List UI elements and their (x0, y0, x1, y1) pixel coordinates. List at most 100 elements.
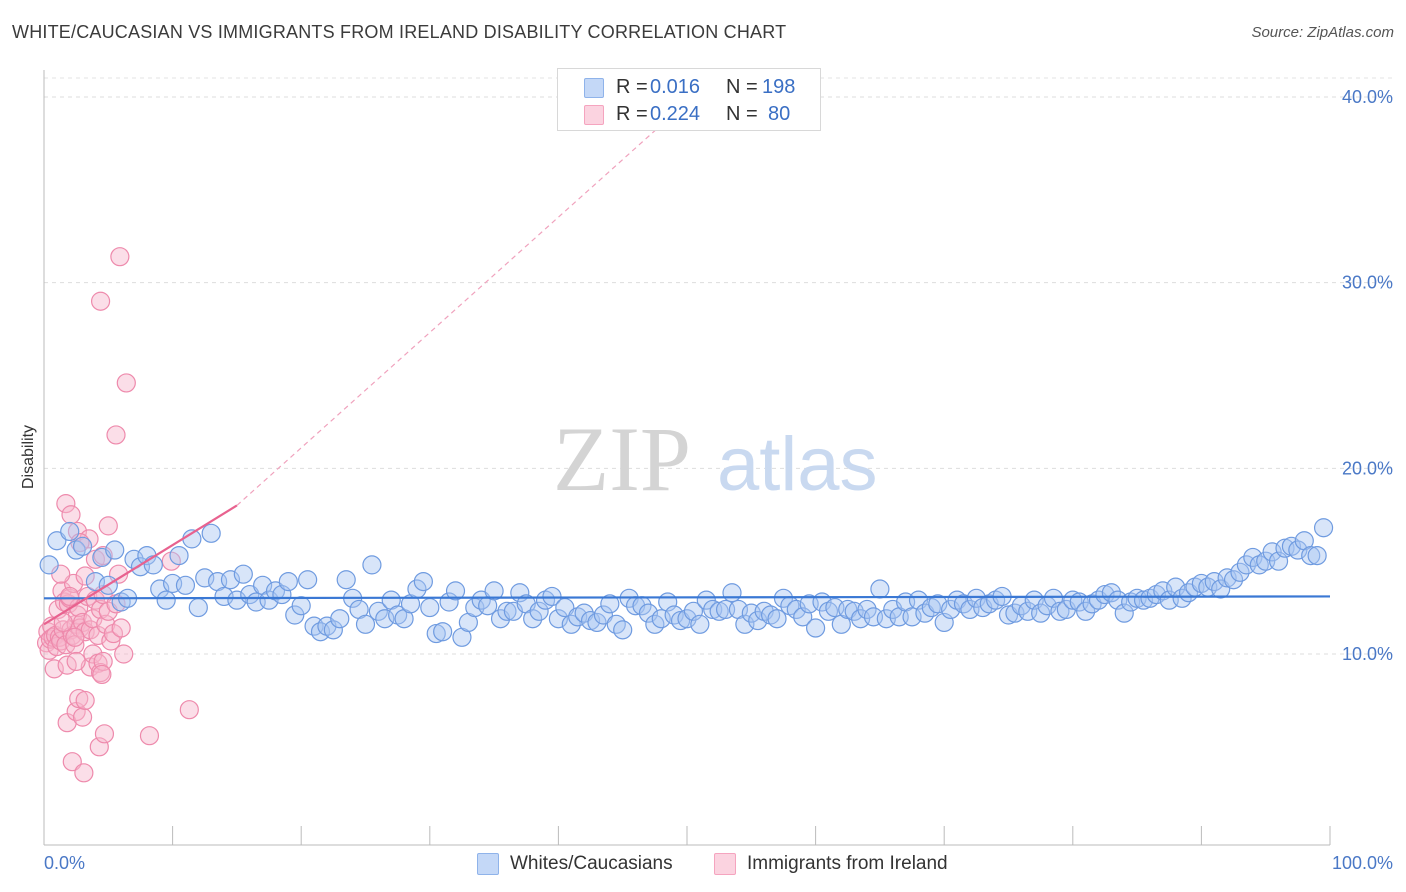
stats-n-label: N = (726, 75, 758, 98)
data-point-whites (561, 614, 581, 634)
stats-swatch-ireland (584, 105, 604, 125)
data-point-ireland (72, 707, 93, 727)
data-point-whites (857, 599, 877, 620)
data-point-ireland (92, 664, 112, 685)
data-point-whites (542, 586, 562, 607)
data-point-whites (1114, 603, 1134, 623)
x-tick-label: 100.0% (1332, 853, 1393, 873)
data-point-ireland (116, 373, 136, 393)
data-point-ireland (101, 631, 121, 651)
data-point-ireland (65, 627, 85, 647)
data-point-whites (1153, 581, 1173, 601)
axes (43, 70, 1331, 846)
data-point-ireland (83, 644, 103, 664)
data-point-ireland (90, 291, 111, 311)
source-label: Source: ZipAtlas.com (1251, 24, 1394, 41)
data-point-whites (1230, 562, 1250, 582)
watermark-zip: ZIP (553, 408, 691, 510)
data-point-whites (587, 612, 607, 633)
data-point-whites (1223, 570, 1244, 590)
trend-lines (43, 66, 1331, 626)
data-point-whites (523, 609, 543, 629)
series-immigrants-from-ireland (36, 247, 199, 783)
data-point-ireland (60, 586, 80, 607)
data-point-ireland (66, 651, 86, 672)
data-point-whites (1307, 545, 1327, 566)
data-point-whites (670, 610, 691, 631)
data-point-whites (201, 523, 221, 543)
data-point-whites (1243, 547, 1263, 568)
data-point-whites (1211, 579, 1231, 599)
data-point-ireland (98, 516, 118, 536)
data-point-whites (298, 570, 318, 590)
data-point-whites (362, 555, 382, 575)
stats-r-value: 0.016 (650, 75, 701, 98)
data-point-whites (72, 536, 93, 556)
data-point-ireland (69, 688, 89, 709)
data-point-whites (330, 609, 350, 629)
legend-swatch-whites (477, 853, 499, 875)
data-point-whites (285, 605, 305, 625)
data-point-ireland (74, 763, 94, 783)
series-whites-caucasians (39, 518, 1334, 647)
data-point-whites (805, 618, 826, 638)
data-point-whites (85, 571, 106, 592)
data-point-whites (870, 579, 890, 599)
data-point-whites (484, 581, 504, 601)
data-point-whites (529, 601, 549, 621)
data-point-ireland (94, 724, 115, 744)
data-point-ireland (98, 601, 118, 621)
data-point-whites (278, 571, 298, 592)
data-point-whites (323, 620, 343, 640)
legend-label-ireland: Immigrants from Ireland (747, 853, 948, 874)
trend-line-ireland-extrapolated (236, 66, 726, 506)
data-point-whites (413, 571, 433, 592)
data-point-ireland (56, 494, 76, 514)
stats-r-label: R = (616, 102, 648, 125)
stats-swatch-whites (584, 78, 604, 98)
watermark-atlas: atlas (717, 422, 878, 507)
data-point-ireland (75, 566, 95, 586)
data-point-whites (175, 575, 196, 595)
y-axis-label: Disability (20, 425, 37, 489)
y-tick-label: 20.0% (1342, 458, 1393, 478)
data-point-whites (1301, 545, 1321, 566)
y-tick-label: 10.0% (1342, 644, 1393, 664)
data-point-whites (1204, 571, 1224, 592)
data-point-whites (1262, 542, 1282, 562)
data-point-whites (838, 599, 858, 620)
chart-title: WHITE/CAUCASIAN VS IMMIGRANTS FROM IRELA… (12, 22, 787, 42)
data-point-whites (722, 583, 742, 603)
data-point-whites (291, 596, 311, 616)
data-point-whites (902, 607, 922, 627)
data-point-whites (593, 605, 614, 625)
data-point-whites (1313, 518, 1334, 538)
data-point-whites (105, 540, 125, 560)
data-point-ireland (110, 247, 130, 267)
data-point-ireland (62, 752, 82, 772)
tick-labels: 10.0% 20.0% 30.0% 40.0% 0.0% 100.0% Disability (20, 87, 1393, 873)
data-point-whites (709, 601, 729, 621)
data-point-whites (355, 614, 376, 634)
trend-line-ireland (43, 504, 238, 626)
data-point-whites (1050, 601, 1070, 621)
data-point-whites (169, 545, 189, 566)
data-point-whites (433, 622, 453, 642)
stats-r-value: 0.224 (650, 102, 701, 125)
data-point-whites (47, 531, 67, 551)
data-point-whites (156, 590, 176, 610)
data-point-whites (214, 586, 234, 607)
data-point-whites (998, 605, 1019, 625)
legend-swatch-ireland (714, 853, 736, 875)
data-point-whites (39, 555, 59, 575)
stats-n-value: 198 (762, 75, 796, 98)
stats-n-label: N = (726, 102, 758, 125)
data-point-whites (420, 597, 440, 618)
data-point-ireland (139, 726, 160, 746)
data-point-whites (445, 581, 466, 601)
data-point-whites (368, 601, 388, 621)
data-point-whites (188, 597, 208, 618)
watermark: ZIP atlas (553, 408, 878, 510)
data-point-ireland (67, 521, 88, 542)
x-tick-label: 0.0% (44, 853, 85, 873)
